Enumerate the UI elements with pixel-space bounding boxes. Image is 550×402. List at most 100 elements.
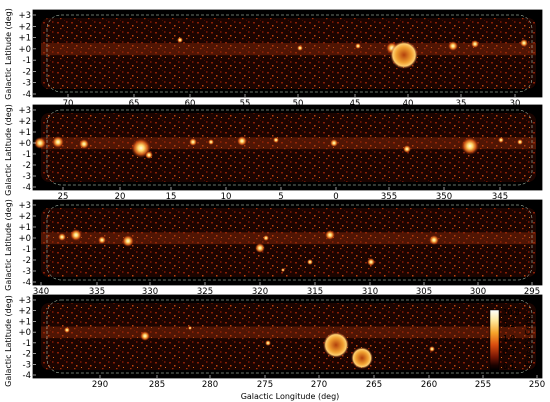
gamma-ray-source — [145, 151, 153, 159]
y-tick-label: -2 — [23, 256, 31, 266]
y-tick-label: +3 — [18, 11, 31, 21]
y-tick-label: +2 — [18, 22, 31, 32]
x-tick-label: 300 — [470, 287, 486, 297]
colorbar-title: Flux (% Crab) — [524, 314, 533, 365]
x-tick-label: 340 — [33, 287, 49, 297]
sky-panel-4: +3+2+1+0-1-2-3-4 290 285 280 275 270 265 260 255… — [18, 294, 545, 390]
x-tick-label: 320 — [252, 287, 268, 297]
x-tick-label: 70 — [63, 99, 74, 109]
galactic-plane-emission — [41, 137, 536, 150]
panel-frame — [32, 9, 543, 98]
exposure-contour — [46, 109, 533, 186]
x-tick-label: 250 — [529, 380, 545, 390]
y-axis-label: Galactic Latitude (deg) — [4, 104, 13, 196]
y-tick-label: -1 — [23, 150, 31, 160]
x-tick-label: 335 — [89, 287, 105, 297]
y-tick-label: -1 — [23, 245, 31, 255]
gamma-ray-source — [79, 139, 89, 149]
y-tick-label: -2 — [23, 350, 31, 360]
x-tick-label: 285 — [149, 380, 165, 390]
y-axis-label: Galactic Latitude (deg) — [4, 199, 13, 291]
gamma-ray-source — [498, 137, 504, 143]
x-tick-label: 0 — [333, 192, 338, 202]
x-tick-label: 265 — [366, 380, 382, 390]
x-tick-label: 295 — [524, 287, 540, 297]
x-tick-label: 275 — [257, 380, 273, 390]
y-tick-label: +2 — [18, 212, 31, 222]
gamma-ray-source — [517, 139, 523, 145]
gamma-ray-source — [265, 340, 271, 346]
colorbar-tick-label: 10.0 — [503, 308, 520, 317]
x-tick-label: 10 — [221, 192, 232, 202]
gamma-ray-source — [429, 346, 435, 352]
gamma-ray-source — [188, 326, 192, 330]
x-tick-label: 50 — [293, 99, 304, 109]
gamma-ray-source — [429, 235, 439, 245]
gamma-ray-source — [520, 39, 528, 47]
gamma-ray-source — [122, 235, 134, 247]
exposure-contour — [46, 299, 533, 374]
y-tick-label: -4 — [23, 90, 31, 100]
gamma-ray-source — [140, 331, 150, 341]
gamma-ray-source — [330, 139, 338, 147]
gamma-ray-source — [461, 137, 479, 155]
gamma-ray-source — [70, 229, 82, 241]
y-tick-label: -4 — [23, 278, 31, 288]
gamma-ray-source — [471, 40, 479, 48]
supernova-remnant-source — [323, 332, 349, 358]
y-tick-label: +3 — [18, 106, 31, 116]
y-tick-label: +0 — [18, 234, 31, 244]
gamma-ray-source — [177, 37, 183, 43]
x-tick-label: 345 — [492, 192, 508, 202]
x-tick-label: 15 — [166, 192, 177, 202]
galactic-plane-emission — [41, 43, 536, 56]
y-tick-label: +1 — [18, 317, 31, 327]
y-tick-label: +2 — [18, 307, 31, 317]
galactic-plane-emission — [41, 326, 536, 339]
gamma-ray-source — [34, 137, 46, 149]
x-tick-label: 30 — [510, 99, 521, 109]
y-tick-label: +2 — [18, 117, 31, 127]
galactic-plane-emission — [41, 232, 536, 245]
gamma-ray-source — [281, 268, 285, 272]
sky-panel-2: +3+2+1+0-1-2-3-4 25 20 15 10 5 0 355 350 345 — [18, 104, 543, 202]
gamma-ray-source — [189, 138, 197, 146]
gamma-ray-source — [255, 243, 265, 253]
y-tick-label: -1 — [23, 56, 31, 66]
gamma-ray-source — [52, 136, 64, 148]
y-tick-label: -3 — [23, 172, 31, 182]
colorbar-gradient — [489, 309, 500, 371]
gamma-ray-source — [58, 233, 66, 241]
y-tick-label: -4 — [23, 183, 31, 193]
x-tick-label: 25 — [58, 192, 69, 202]
x-tick-label: 315 — [307, 287, 323, 297]
gamma-ray-source — [297, 45, 303, 51]
y-tick-label: +1 — [18, 128, 31, 138]
x-tick-label: 55 — [240, 99, 251, 109]
survey-coverage-region — [41, 18, 536, 89]
panel-frame — [32, 294, 543, 379]
y-tick-label: +1 — [18, 223, 31, 233]
gamma-ray-source — [237, 136, 247, 146]
colorbar-tick-label: 1.0 — [503, 334, 515, 343]
y-tick-label: +1 — [18, 34, 31, 44]
x-tick-label: 20 — [115, 192, 126, 202]
x-tick-label: 330 — [142, 287, 158, 297]
x-tick-label: 355 — [381, 192, 397, 202]
x-tick-label: 325 — [197, 287, 213, 297]
y-axis-label: Galactic Latitude (deg) — [4, 295, 13, 387]
x-tick-label: 310 — [362, 287, 378, 297]
gamma-ray-source — [273, 137, 279, 143]
y-tick-label: -1 — [23, 339, 31, 349]
sky-map-panels: +3+2+1+0-1-2-3-470 65 60 55 50 45 40 35 30+3+2+1… — [18, 9, 545, 390]
gamma-ray-source — [367, 258, 375, 266]
y-tick-label: +0 — [18, 328, 31, 338]
gamma-ray-source — [307, 259, 313, 265]
gamma-ray-source — [325, 230, 335, 240]
x-tick-label: 280 — [202, 380, 218, 390]
y-tick-label: +0 — [18, 45, 31, 55]
exposure-contour — [46, 204, 533, 281]
y-tick-label: +3 — [18, 201, 31, 211]
y-tick-label: -2 — [23, 161, 31, 171]
